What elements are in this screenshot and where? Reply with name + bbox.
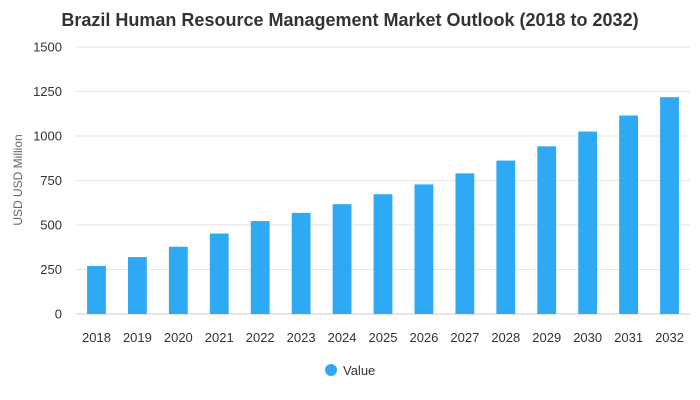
y-axis-label: USD USD Million	[11, 134, 25, 225]
x-tick-label: 2023	[287, 330, 316, 345]
x-tick-label: 2021	[205, 330, 234, 345]
bar-2022[interactable]	[250, 221, 270, 314]
bar-2028[interactable]	[496, 160, 516, 314]
x-tick-label: 2030	[573, 330, 602, 345]
bar-2032[interactable]	[660, 97, 679, 314]
x-tick-label: 2027	[450, 330, 479, 345]
bar-2021[interactable]	[209, 233, 229, 314]
x-tick-label: 2024	[328, 330, 357, 345]
x-tick-label: 2032	[655, 330, 684, 345]
x-tick-label: 2028	[491, 330, 520, 345]
legend-label-value[interactable]: Value	[343, 363, 375, 378]
y-tick-label: 250	[40, 262, 62, 277]
legend[interactable]: Value	[325, 363, 375, 378]
x-tick-label: 2020	[164, 330, 193, 345]
x-tick-label: 2018	[82, 330, 111, 345]
x-tick-label: 2026	[409, 330, 438, 345]
bar-2030[interactable]	[578, 131, 598, 314]
bar-2019[interactable]	[127, 257, 147, 314]
x-tick-label: 2031	[614, 330, 643, 345]
bar-2018[interactable]	[87, 265, 106, 314]
bars	[87, 97, 679, 314]
y-tick-label: 750	[40, 173, 62, 188]
y-tick-label: 1500	[33, 40, 62, 55]
y-tick-label: 1250	[33, 84, 62, 99]
y-tick-label: 0	[55, 307, 62, 322]
chart-title: Brazil Human Resource Management Market …	[61, 10, 638, 30]
bar-2029[interactable]	[537, 146, 557, 314]
x-tick-label: 2022	[246, 330, 275, 345]
x-tick-label: 2025	[369, 330, 398, 345]
bar-2027[interactable]	[455, 173, 475, 314]
x-axis-ticks: 2018 2019 2020 2021 2022 2023 2024 2025 2026 2027…	[82, 330, 684, 345]
bar-2031[interactable]	[619, 115, 639, 314]
bar-2023[interactable]	[291, 212, 311, 314]
bar-2025[interactable]	[373, 194, 393, 314]
y-tick-label: 1000	[33, 129, 62, 144]
legend-swatch-value[interactable]	[325, 364, 337, 376]
y-axis-ticks: 0 250 500 750 1000 1250 1500	[33, 40, 62, 322]
bar-2020[interactable]	[168, 246, 188, 314]
y-tick-label: 500	[40, 218, 62, 233]
x-tick-label: 2029	[532, 330, 561, 345]
bar-2026[interactable]	[414, 184, 434, 314]
x-tick-label: 2019	[123, 330, 152, 345]
bar-2024[interactable]	[332, 204, 352, 314]
